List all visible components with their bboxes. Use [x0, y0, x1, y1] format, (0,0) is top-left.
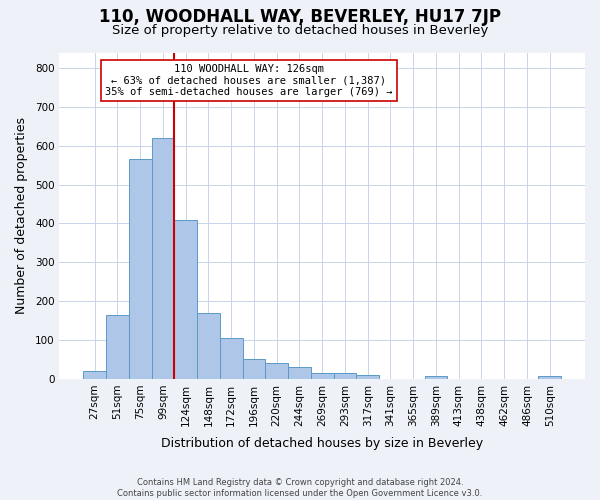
Text: Size of property relative to detached houses in Beverley: Size of property relative to detached ho… [112, 24, 488, 37]
Bar [175, 220, 197, 379]
Y-axis label: Number of detached properties: Number of detached properties [15, 117, 28, 314]
X-axis label: Distribution of detached houses by size in Beverley: Distribution of detached houses by size … [161, 437, 483, 450]
Bar [152, 138, 175, 379]
Text: 110 WOODHALL WAY: 126sqm
← 63% of detached houses are smaller (1,387)
35% of sem: 110 WOODHALL WAY: 126sqm ← 63% of detach… [105, 64, 392, 97]
Bar [288, 367, 311, 379]
Bar [334, 373, 356, 379]
Text: 110, WOODHALL WAY, BEVERLEY, HU17 7JP: 110, WOODHALL WAY, BEVERLEY, HU17 7JP [99, 8, 501, 26]
Bar [83, 371, 106, 379]
Bar [425, 376, 448, 379]
Bar [129, 160, 152, 379]
Text: Contains HM Land Registry data © Crown copyright and database right 2024.
Contai: Contains HM Land Registry data © Crown c… [118, 478, 482, 498]
Bar [242, 360, 265, 379]
Bar [311, 373, 334, 379]
Bar [197, 313, 220, 379]
Bar [356, 375, 379, 379]
Bar [265, 364, 288, 379]
Bar [538, 376, 561, 379]
Bar [106, 315, 129, 379]
Bar [220, 338, 242, 379]
